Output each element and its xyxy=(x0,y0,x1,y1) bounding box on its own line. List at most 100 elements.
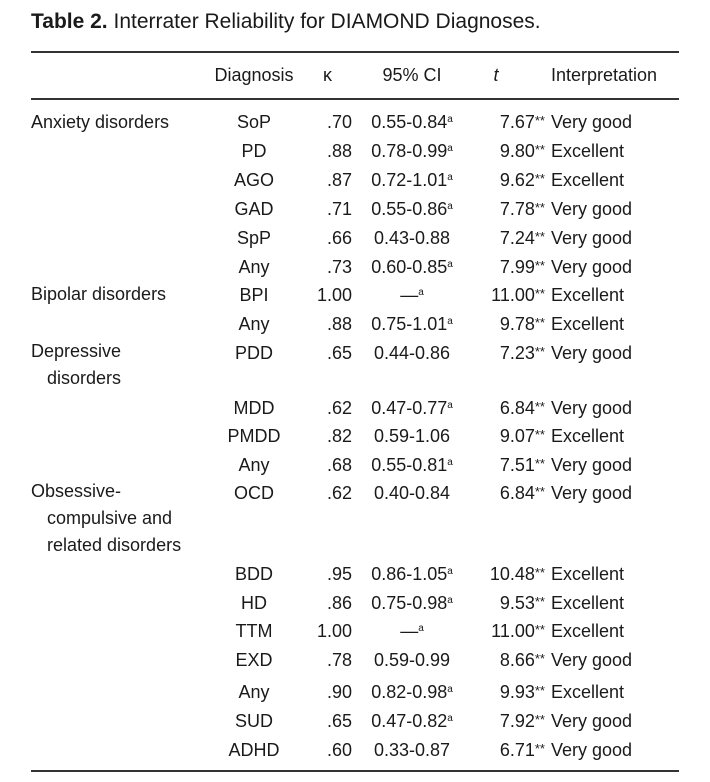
table-caption: Interrater Reliability for DIAMOND Diagn… xyxy=(113,10,541,33)
category-label: Obsessive-compulsive and related disorder… xyxy=(31,478,181,559)
category-label-line: Obsessive- xyxy=(31,481,122,501)
t-value: 7.78 xyxy=(499,199,535,219)
interpretation-cell: Very good xyxy=(551,455,633,475)
header-rule xyxy=(31,98,679,100)
ci-value: 0.86-1.05 xyxy=(371,564,448,584)
ci-value: 0.59-1.06 xyxy=(373,426,451,446)
ci-cell: 0.75-1.01a xyxy=(364,313,460,335)
ci-footnote-marker: a xyxy=(447,595,453,606)
ci-footnote-marker: a xyxy=(447,457,453,468)
ci-cell: 0.40-0.84 xyxy=(364,482,460,504)
interpretation-cell: Very good xyxy=(551,343,633,363)
t-value: 7.67 xyxy=(499,112,535,132)
significance-marker: ** xyxy=(534,229,545,244)
interpretation-cell: Excellent xyxy=(551,170,625,190)
kappa-cell: .62 xyxy=(326,398,352,418)
ci-value: 0.82-0.98 xyxy=(371,682,448,702)
top-rule xyxy=(31,51,679,53)
table-title: Table 2. Interrater Reliability for DIAM… xyxy=(31,10,541,34)
header-ci: 95% CI xyxy=(382,65,442,85)
table-label: Table 2. xyxy=(31,10,108,33)
t-value: 7.24 xyxy=(499,228,535,248)
interpretation-cell: Excellent xyxy=(551,141,625,161)
interpretation-cell: Very good xyxy=(551,112,633,132)
ci-cell: 0.55-0.86a xyxy=(364,198,460,220)
diagnosis-cell: Any xyxy=(238,682,270,702)
ci-cell: 0.59-1.06 xyxy=(364,425,460,447)
significance-marker: ** xyxy=(534,741,545,756)
ci-footnote-marker: a xyxy=(447,684,453,695)
t-cell: 9.80** xyxy=(466,140,545,162)
interpretation-cell: Very good xyxy=(551,483,633,503)
significance-marker: ** xyxy=(534,399,545,414)
significance-marker: ** xyxy=(534,484,545,499)
ci-cell: —a xyxy=(364,620,460,642)
t-cell: 6.84** xyxy=(466,482,545,504)
t-value: 9.93 xyxy=(499,682,535,702)
t-cell: 6.84** xyxy=(466,397,545,419)
t-cell: 9.53** xyxy=(466,592,545,614)
diagnosis-cell: PDD xyxy=(234,343,273,363)
t-cell: 11.00** xyxy=(466,620,545,642)
ci-cell: 0.47-0.77a xyxy=(364,397,460,419)
interpretation-cell: Very good xyxy=(551,711,633,731)
category-label-line: compulsive and xyxy=(47,508,173,528)
category-label: Bipolar disorders xyxy=(31,281,166,308)
interpretation-cell: Very good xyxy=(551,199,633,219)
kappa-cell: .62 xyxy=(326,483,352,503)
t-value: 7.99 xyxy=(499,257,535,277)
significance-marker: ** xyxy=(534,171,545,186)
interpretation-cell: Very good xyxy=(551,257,633,277)
kappa-cell: .68 xyxy=(326,455,352,475)
interpretation-cell: Excellent xyxy=(551,621,625,641)
kappa-cell: .88 xyxy=(326,141,352,161)
ci-value: 0.55-0.81 xyxy=(371,455,448,475)
ci-footnote-marker: a xyxy=(447,143,453,154)
ci-value: 0.60-0.85 xyxy=(371,257,448,277)
ci-footnote-marker: a xyxy=(447,201,453,212)
t-value: 7.51 xyxy=(499,455,535,475)
t-value: 8.66 xyxy=(499,650,535,670)
ci-footnote-marker: a xyxy=(447,566,453,577)
header-diagnosis: Diagnosis xyxy=(214,65,294,85)
t-value: 7.23 xyxy=(499,343,535,363)
header-kappa: κ xyxy=(323,65,332,85)
t-cell: 7.67** xyxy=(466,111,545,133)
diagnosis-cell: SUD xyxy=(234,711,273,731)
t-value: 6.71 xyxy=(499,740,535,760)
ci-value: 0.44-0.86 xyxy=(373,343,451,363)
interpretation-cell: Very good xyxy=(551,650,633,670)
ci-cell: 0.47-0.82a xyxy=(364,710,460,732)
ci-footnote-marker: a xyxy=(447,316,453,327)
ci-cell: 0.60-0.85a xyxy=(364,256,460,278)
kappa-cell: .60 xyxy=(326,740,352,760)
kappa-cell: .88 xyxy=(326,314,352,334)
kappa-cell: .86 xyxy=(326,593,352,613)
significance-marker: ** xyxy=(534,594,545,609)
t-value: 9.62 xyxy=(499,170,535,190)
significance-marker: ** xyxy=(534,286,545,301)
t-cell: 7.92** xyxy=(466,710,545,732)
ci-value: 0.72-1.01 xyxy=(371,170,448,190)
bottom-rule xyxy=(31,770,679,772)
kappa-cell: .65 xyxy=(326,711,352,731)
ci-value: 0.78-0.99 xyxy=(371,141,448,161)
ci-footnote-marker: a xyxy=(447,713,453,724)
t-cell: 9.07** xyxy=(466,425,545,447)
kappa-cell: .70 xyxy=(326,112,352,132)
t-cell: 7.99** xyxy=(466,256,545,278)
category-label-line: Anxiety disorders xyxy=(31,112,170,132)
interpretation-cell: Excellent xyxy=(551,314,625,334)
ci-footnote-marker: a xyxy=(447,259,453,270)
ci-cell: 0.55-0.81a xyxy=(364,454,460,476)
ci-value: 0.75-1.01 xyxy=(371,314,448,334)
diagnosis-cell: MDD xyxy=(233,398,275,418)
ci-cell: 0.44-0.86 xyxy=(364,342,460,364)
ci-value: 0.55-0.86 xyxy=(371,199,448,219)
ci-footnote-marker: a xyxy=(447,400,453,411)
interpretation-cell: Excellent xyxy=(551,564,625,584)
significance-marker: ** xyxy=(534,315,545,330)
kappa-cell: .78 xyxy=(326,650,352,670)
ci-footnote-marker: a xyxy=(447,114,453,125)
ci-value: 0.47-0.82 xyxy=(371,711,448,731)
